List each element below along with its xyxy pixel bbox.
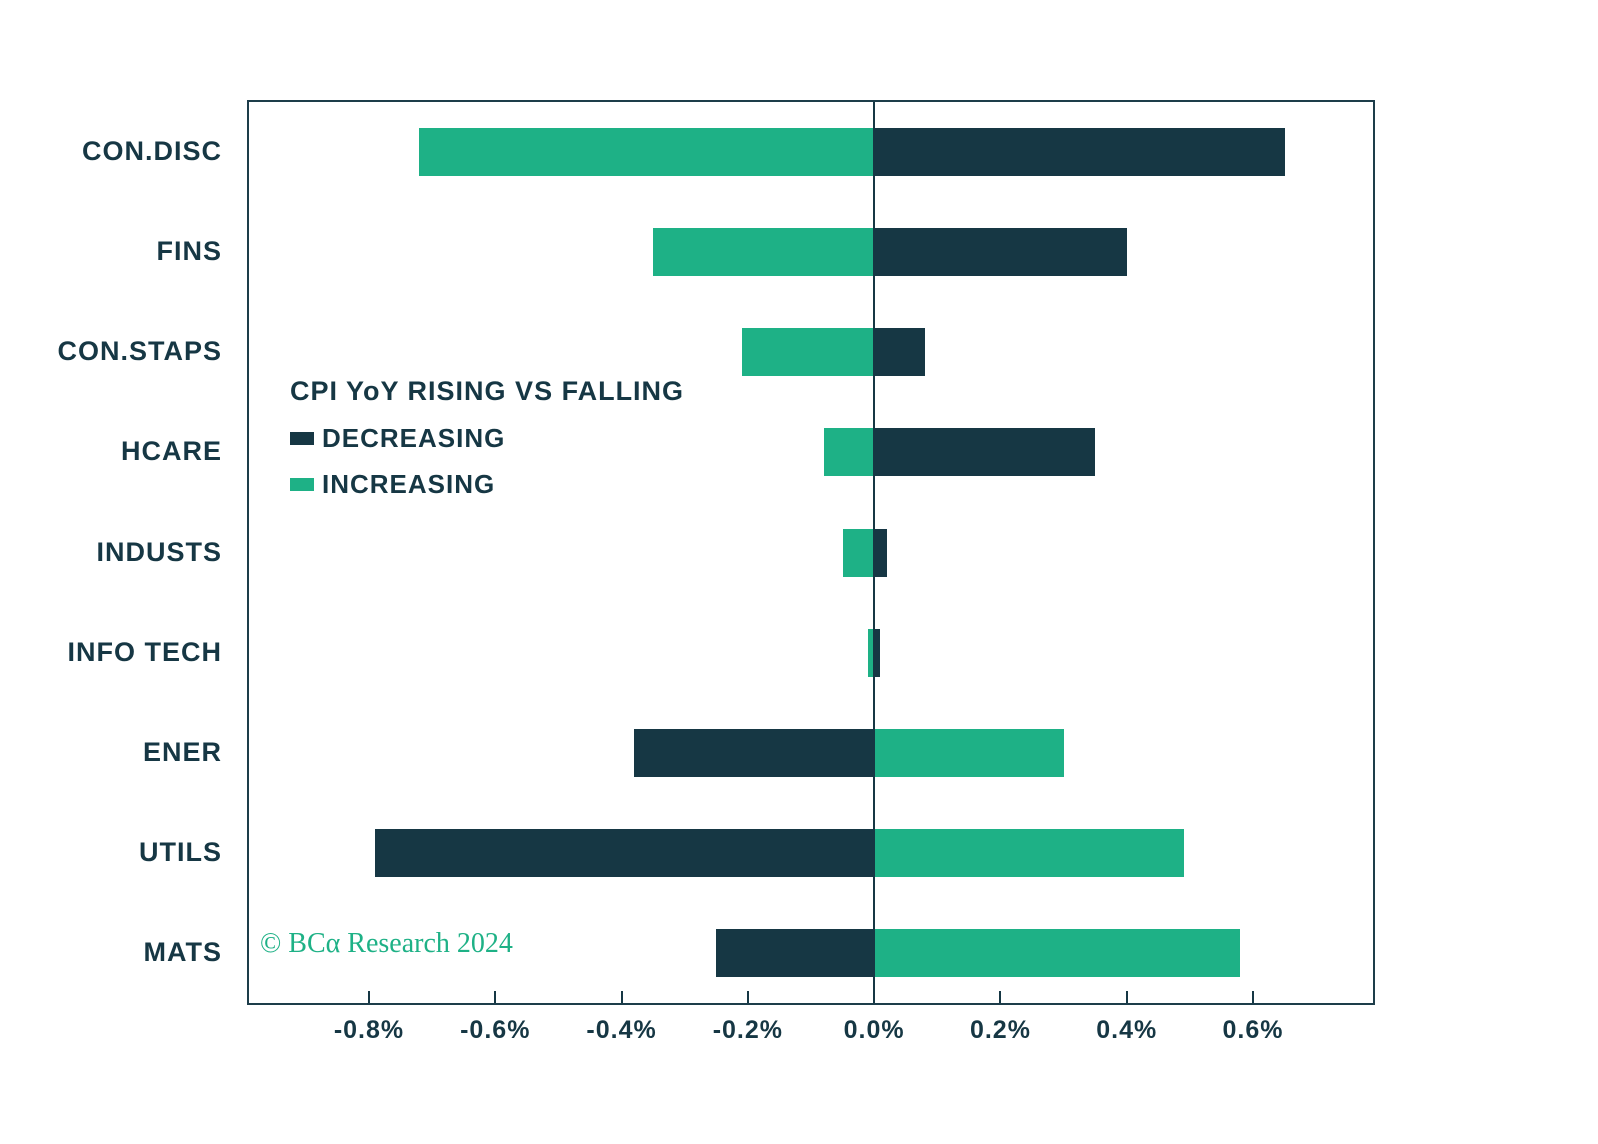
bar-decreasing-fins xyxy=(874,228,1127,277)
x-tick-label: -0.2% xyxy=(712,1016,783,1044)
bar-decreasing-utils xyxy=(375,828,875,877)
x-tick-mark xyxy=(1252,991,1255,1003)
x-tick-label: -0.8% xyxy=(333,1016,405,1044)
bar-increasing-utils xyxy=(874,828,1184,877)
x-tick-label: -0.4% xyxy=(586,1016,657,1044)
legend-label: DECREASING xyxy=(322,423,506,453)
bar-increasing-hcare xyxy=(823,428,875,477)
category-label-ener: ENER xyxy=(142,736,222,767)
bar-decreasing-con-disc xyxy=(874,128,1285,177)
x-tick-mark xyxy=(999,991,1002,1003)
legend-swatch-decreasing xyxy=(290,432,314,445)
x-tick-mark xyxy=(1125,991,1128,1003)
x-tick-mark xyxy=(367,991,370,1003)
legend-label: INCREASING xyxy=(322,469,496,499)
category-label-mats: MATS xyxy=(143,936,222,967)
zero-baseline xyxy=(873,102,876,1003)
plot-area xyxy=(247,100,1375,1005)
bar-decreasing-mats xyxy=(716,928,875,977)
bar-decreasing-industs xyxy=(874,528,887,577)
bar-decreasing-con-staps xyxy=(874,328,925,377)
legend-items: DECREASING INCREASING xyxy=(290,423,684,500)
bar-increasing-info-tech xyxy=(867,628,875,677)
x-tick-mark xyxy=(494,991,497,1003)
x-tick-mark xyxy=(873,991,876,1003)
legend-item-decreasing: DECREASING xyxy=(290,423,684,454)
bar-increasing-con-disc xyxy=(419,128,875,177)
bar-decreasing-hcare xyxy=(874,428,1096,477)
category-label-con-staps: CON.STAPS xyxy=(57,336,222,367)
legend-item-increasing: INCREASING xyxy=(290,469,684,500)
x-tick-label: 0.6% xyxy=(1222,1016,1284,1044)
category-label-info-tech: INFO TECH xyxy=(67,636,222,667)
legend-title: CPI YoY RISING VS FALLING xyxy=(290,376,685,406)
bar-decreasing-ener xyxy=(634,728,875,777)
legend: CPI YoY RISING VS FALLING DECREASING INCR… xyxy=(290,376,684,515)
legend-swatch-increasing xyxy=(290,478,314,491)
x-tick-mark xyxy=(746,991,749,1003)
bar-increasing-fins xyxy=(653,228,875,277)
category-label-industs: INDUSTS xyxy=(96,536,222,567)
category-label-fins: FINS xyxy=(156,236,222,267)
category-label-utils: UTILS xyxy=(139,836,222,867)
bar-decreasing-info-tech xyxy=(874,628,881,677)
copyright: © BCα Research 2024 xyxy=(260,928,513,959)
x-tick-label: 0.2% xyxy=(969,1016,1031,1044)
x-tick-mark xyxy=(620,991,623,1003)
x-tick-label: 0.4% xyxy=(1096,1016,1158,1044)
bar-increasing-industs xyxy=(842,528,875,577)
bar-increasing-mats xyxy=(874,928,1241,977)
bar-increasing-ener xyxy=(874,728,1064,777)
x-tick-label: -0.6% xyxy=(460,1016,531,1044)
category-label-hcare: HCARE xyxy=(120,436,222,467)
bar-increasing-con-staps xyxy=(741,328,875,377)
x-tick-label: 0.0% xyxy=(843,1016,905,1044)
category-label-con-disc: CON.DISC xyxy=(81,136,222,167)
